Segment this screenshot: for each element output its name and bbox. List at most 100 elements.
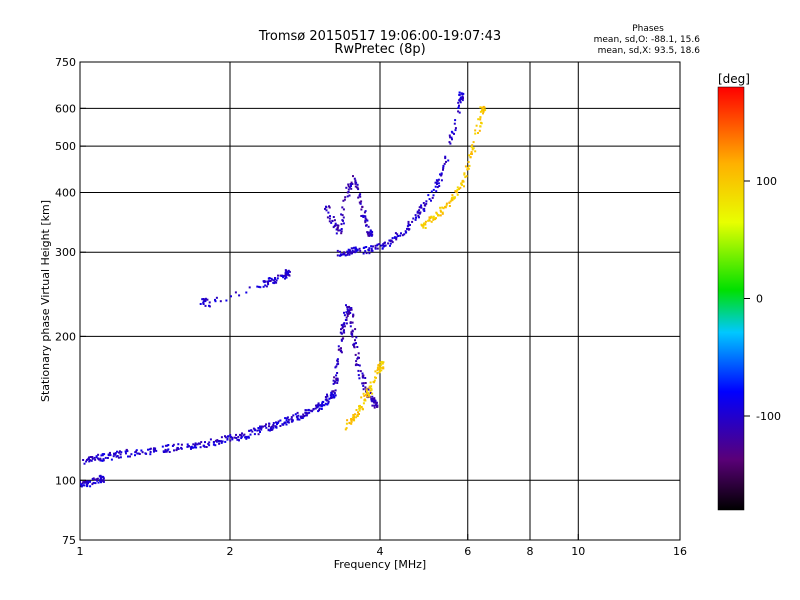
o-mode-point (333, 219, 336, 222)
o-mode-point (343, 251, 346, 254)
o-mode-point (118, 451, 120, 454)
o-mode-point (321, 404, 324, 407)
o-mode-point (231, 438, 234, 441)
o-mode-point (371, 404, 374, 407)
o-mode-point (432, 194, 435, 197)
o-mode-point (376, 405, 379, 408)
o-mode-point (357, 374, 360, 377)
o-mode-point (343, 311, 345, 314)
o-mode-point (263, 280, 266, 283)
o-mode-point (353, 346, 356, 349)
o-mode-point (351, 333, 354, 336)
o-mode-point (344, 254, 347, 257)
o-mode-point (171, 445, 174, 447)
o-mode-point (102, 477, 105, 480)
x-mode-point (358, 409, 361, 412)
x-mode-point (450, 198, 453, 201)
x-mode-point (360, 396, 363, 399)
o-mode-point (332, 382, 335, 385)
o-mode-point (296, 416, 299, 419)
o-mode-point (116, 455, 119, 457)
o-mode-point (268, 280, 271, 283)
o-mode-point (328, 220, 331, 223)
o-mode-point (364, 250, 367, 253)
o-mode-point (229, 434, 232, 436)
o-mode-point (435, 190, 438, 193)
x-mode-point (475, 124, 478, 127)
y-tick-label: 500 (55, 140, 76, 153)
o-mode-point (384, 241, 386, 244)
o-mode-point (419, 211, 422, 214)
o-mode-point (369, 230, 372, 233)
o-mode-point (337, 345, 340, 348)
stats-x: mean, sd,X: 93.5, 18.6 (598, 46, 701, 56)
o-mode-point (88, 456, 90, 459)
x-mode-point (427, 219, 430, 222)
o-mode-point (130, 453, 133, 456)
o-mode-point (375, 402, 378, 405)
o-mode-point (336, 377, 339, 380)
o-mode-point (341, 324, 344, 327)
x-mode-point (370, 385, 373, 388)
o-mode-point (91, 478, 94, 480)
o-mode-point (458, 93, 461, 96)
x-mode-point (441, 206, 444, 209)
o-mode-point (371, 400, 374, 403)
o-mode-point (327, 402, 330, 405)
o-mode-point (271, 425, 273, 428)
x-mode-point (471, 144, 474, 147)
o-mode-point (340, 328, 342, 331)
o-mode-point (351, 183, 354, 185)
o-mode-point (423, 207, 426, 210)
o-mode-point (412, 217, 415, 220)
o-mode-point (409, 224, 411, 226)
o-mode-point (336, 379, 339, 382)
o-mode-point (180, 443, 183, 446)
axis-ticks: 1 2 4 6 8 10 16 75 100 200 300 400 500 600 750 (55, 56, 687, 558)
o-mode-point (341, 327, 344, 330)
o-mode-point (453, 132, 455, 135)
o-mode-point (332, 394, 335, 396)
o-mode-point (444, 155, 447, 158)
o-mode-point (335, 365, 338, 368)
o-mode-point (343, 253, 345, 256)
x-mode-point (345, 427, 348, 430)
o-mode-point (288, 270, 291, 273)
o-mode-point (265, 423, 267, 426)
o-mode-point (124, 450, 127, 453)
y-tick-label: 750 (55, 56, 76, 69)
o-mode-point (350, 331, 353, 334)
x-mode-point (464, 176, 467, 179)
o-mode-point (321, 402, 324, 405)
o-mode-point (373, 406, 376, 409)
o-mode-point (305, 409, 308, 412)
o-mode-point (212, 443, 215, 446)
o-mode-point (192, 446, 195, 449)
o-mode-point (149, 451, 152, 453)
x-mode-point (461, 180, 464, 183)
o-mode-point (276, 277, 279, 280)
o-mode-point (208, 441, 211, 444)
o-mode-point (208, 301, 211, 304)
chart-title: Tromsø 20150517 19:06:00-19:07:43 (258, 29, 501, 44)
x-mode-point (441, 211, 444, 214)
o-mode-point (440, 173, 443, 176)
o-mode-point (235, 437, 238, 439)
o-mode-point (240, 434, 242, 437)
o-mode-point (411, 220, 414, 223)
o-mode-point (339, 331, 342, 334)
o-mode-point (341, 206, 344, 209)
o-mode-point (120, 451, 123, 454)
o-mode-point (406, 227, 408, 230)
o-mode-point (401, 234, 404, 237)
o-mode-point (357, 188, 360, 191)
o-mode-point (389, 244, 391, 247)
o-mode-point (326, 403, 329, 406)
colorbar-tick-label: -100 (756, 410, 781, 423)
o-mode-point (354, 353, 357, 356)
o-mode-point (109, 451, 111, 454)
o-mode-point (141, 451, 144, 454)
o-mode-point (347, 312, 350, 315)
o-mode-point (196, 443, 199, 446)
